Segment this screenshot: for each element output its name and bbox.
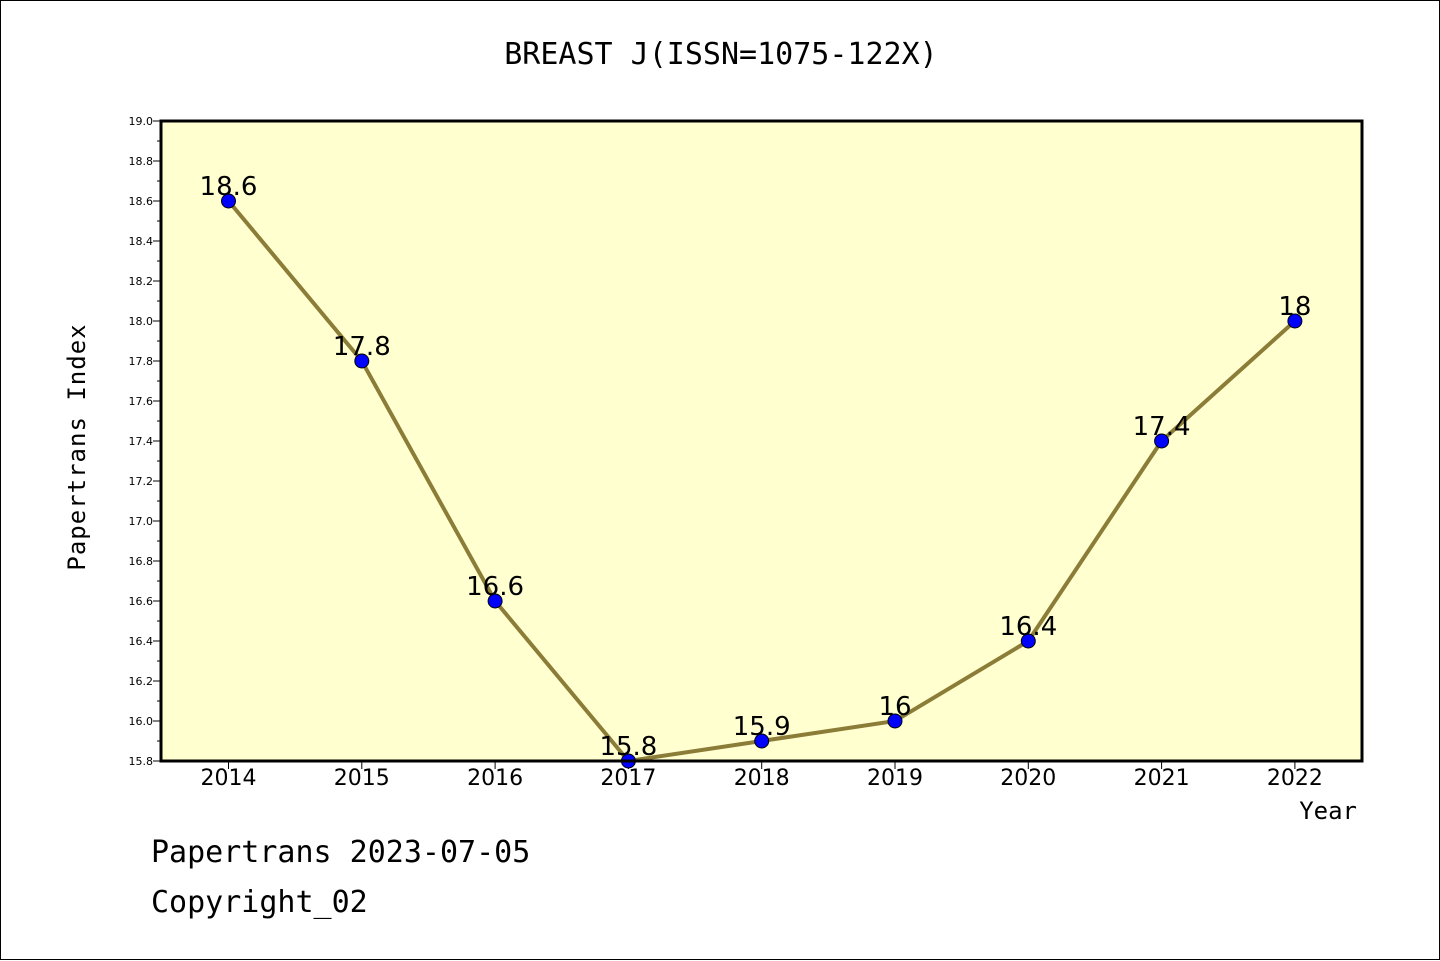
data-label: 16: [878, 692, 911, 722]
data-point: [1287, 313, 1303, 329]
y-axis: 15.8 16.0 16.2 16.4 16.6 16.8 17.0 17.2 17.4 17.6…: [129, 115, 161, 768]
y-tick-label: 19.0: [129, 115, 154, 128]
y-tick-label: 16.0: [129, 715, 154, 728]
x-tick-label: 2020: [1000, 766, 1056, 791]
footer-copyright: Copyright_02: [151, 885, 368, 920]
y-tick-label: 18.4: [129, 235, 154, 248]
data-point: [487, 593, 503, 609]
data-labels: 18.6 17.8 16.6 15.8 15.9 16 16.4 17.4 18: [200, 172, 1312, 762]
y-tick-label: 18.8: [129, 155, 154, 168]
data-label: 15.8: [599, 732, 657, 762]
data-point: [1020, 633, 1036, 649]
data-label: 15.9: [733, 712, 791, 742]
x-tick-label: 2021: [1134, 766, 1190, 791]
y-tick-label: 17.6: [129, 395, 154, 408]
footer-date: Papertrans 2023-07-05: [151, 835, 531, 870]
plot-frame: [159, 119, 1364, 763]
data-label: 18: [1278, 292, 1311, 322]
data-point: [887, 713, 903, 729]
y-tick-label: 16.8: [129, 555, 154, 568]
y-tick-label: 17.8: [129, 355, 154, 368]
data-point: [754, 733, 770, 749]
data-label: 18.6: [200, 172, 258, 202]
y-tick-label: 16.6: [129, 595, 154, 608]
y-tick-label: 18.6: [129, 195, 154, 208]
y-tick-label: 18.0: [129, 315, 154, 328]
y-tick-label: 15.8: [129, 755, 154, 768]
x-axis-label: Year: [1299, 797, 1357, 825]
x-tick-label: 2014: [201, 766, 257, 791]
x-tick-label: 2018: [734, 766, 790, 791]
data-label: 17.4: [1133, 412, 1191, 442]
x-tick-label: 2019: [867, 766, 923, 791]
x-tick-label: 2022: [1267, 766, 1323, 791]
y-tick-label: 16.4: [129, 635, 154, 648]
y-tick-label: 17.0: [129, 515, 154, 528]
data-label: 17.8: [333, 332, 391, 362]
data-label: 16.6: [466, 572, 524, 602]
data-point: [1154, 433, 1170, 449]
y-tick-label: 17.2: [129, 475, 154, 488]
data-label: 16.4: [999, 612, 1057, 642]
x-tick-label: 2016: [467, 766, 523, 791]
x-axis: 2014 2015 2016 2017 2018 2019 2020 2021 2022: [201, 761, 1323, 791]
y-tick-label: 16.2: [129, 675, 154, 688]
x-tick-label: 2015: [334, 766, 390, 791]
chart-title: BREAST J(ISSN=1075-122X): [504, 37, 938, 72]
x-tick-label: 2017: [600, 766, 656, 791]
y-tick-label: 18.2: [129, 275, 154, 288]
data-point: [354, 353, 370, 369]
data-point: [221, 193, 236, 209]
y-tick-label: 17.4: [129, 435, 154, 448]
